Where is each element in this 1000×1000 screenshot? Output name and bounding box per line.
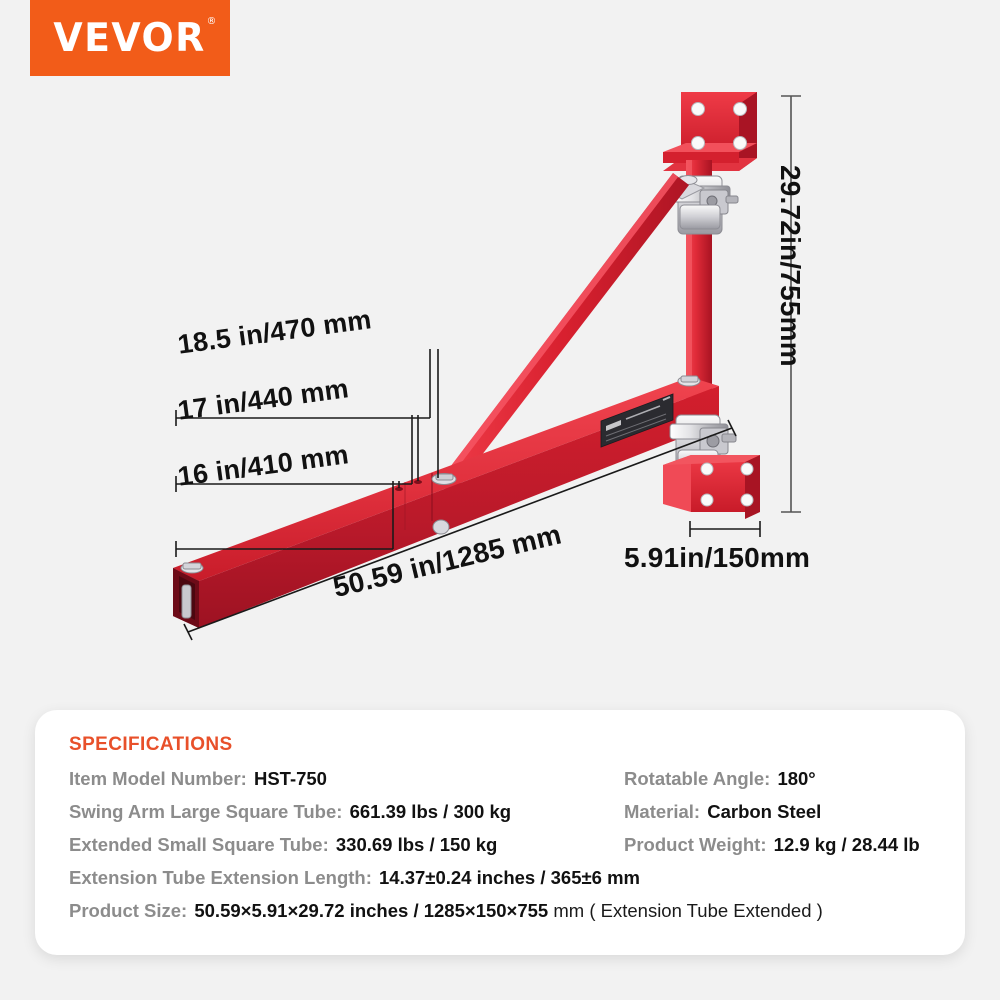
- spec-key: Rotatable Angle:: [624, 768, 771, 789]
- spec-row-rotatable-angle: Rotatable Angle: 180°: [624, 762, 931, 795]
- registered-trademark-icon: ®: [207, 15, 217, 27]
- specifications-heading: SPECIFICATIONS: [69, 734, 233, 755]
- specifications-card: SPECIFICATIONS Item Model Number: HST-75…: [35, 710, 965, 955]
- spec-row-product-size: Product Size: 50.59×5.91×29.72 inches / …: [69, 894, 931, 927]
- spec-key: Item Model Number:: [69, 768, 247, 789]
- specifications-grid: Item Model Number: HST-750 Rotatable Ang…: [69, 762, 931, 927]
- dimension-label-height: 29.72in/755mm: [775, 165, 806, 367]
- product-illustration: [173, 92, 801, 641]
- spec-key: Material:: [624, 801, 701, 822]
- spec-key: Extension Tube Extension Length:: [69, 867, 372, 888]
- spec-value: Carbon Steel: [707, 801, 822, 822]
- spec-row-extended-small-square-tube: Extended Small Square Tube: 330.69 lbs /…: [69, 828, 624, 861]
- vevor-wordmark: VEVOR ®: [53, 15, 217, 61]
- spec-row-extension-tube-extension-length: Extension Tube Extension Length: 14.37±0…: [69, 861, 931, 894]
- spec-row-product-weight: Product Weight: 12.9 kg / 28.44 lb: [624, 828, 931, 861]
- top-mounting-plate: [663, 92, 757, 171]
- spec-value: 180°: [777, 768, 816, 789]
- spec-key: Extended Small Square Tube:: [69, 834, 329, 855]
- spec-key: Product Size:: [69, 900, 188, 921]
- spec-value: 661.39 lbs / 300 kg: [349, 801, 512, 822]
- bottom-mounting-plate: [663, 455, 760, 519]
- spec-value: 50.59×5.91×29.72 inches / 1285×150×755: [194, 900, 549, 921]
- spec-value: HST-750: [253, 768, 327, 789]
- spec-row-item-model-number: Item Model Number: HST-750: [69, 762, 624, 795]
- dimension-label-depth: 5.91in/150mm: [624, 542, 811, 573]
- dimline-1285: [187, 427, 733, 633]
- spec-value: 14.37±0.24 inches / 365±6 mm: [379, 867, 640, 888]
- spec-row-swing-arm-large-square-tube: Swing Arm Large Square Tube: 661.39 lbs …: [69, 795, 624, 828]
- spec-value-note: mm ( Extension Tube Extended ): [553, 900, 823, 921]
- dimension-lines: [175, 95, 801, 641]
- nameplate-sticker: [600, 393, 674, 448]
- diagonal-brace: [438, 173, 689, 494]
- vevor-logo: VEVOR ®: [30, 0, 230, 76]
- spec-value: 12.9 kg / 28.44 lb: [773, 834, 920, 855]
- swing-arm-tube: [173, 375, 719, 628]
- spec-key: Swing Arm Large Square Tube:: [69, 801, 343, 822]
- spec-row-material: Material: Carbon Steel: [624, 795, 931, 828]
- spec-key: Product Weight:: [624, 834, 767, 855]
- spec-value: 330.69 lbs / 150 kg: [335, 834, 498, 855]
